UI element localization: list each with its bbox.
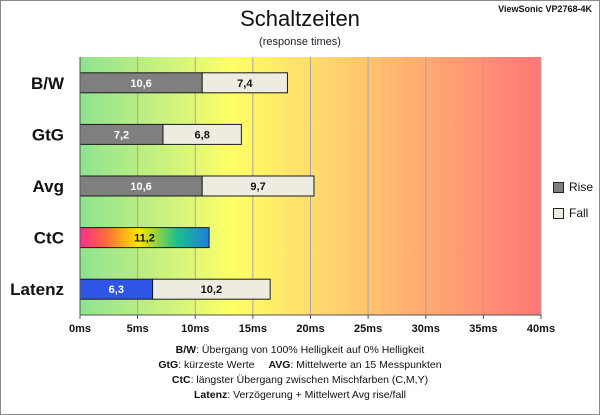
category-label: Latenz (10, 280, 64, 299)
ctc-bar-label: 11,2 (134, 233, 155, 245)
category-label: GtG (32, 125, 64, 144)
note-ctc-key: CtC (171, 374, 191, 386)
fall-bar (201, 72, 288, 94)
x-tick-label: 10ms (181, 323, 209, 335)
latency-avg-bar-label: 10,2 (201, 284, 222, 296)
fall-bar (162, 123, 242, 145)
chart-notes: B/W: Übergang von 100% Helligkeit auf 0%… (0, 343, 600, 403)
fall-bar-label: 7,4 (237, 78, 253, 90)
fall-bar-label: 9,7 (250, 181, 265, 193)
note-avg-key: AVG (268, 359, 291, 371)
x-tick-label: 0ms (69, 323, 91, 335)
note-gtg-avg: GtG: kürzeste Werte AVG: Mittelwerte an 1… (0, 358, 600, 373)
category-label: B/W (31, 74, 65, 93)
chart-title: Schaltzeiten (240, 6, 360, 31)
category-label: Avg (33, 177, 65, 196)
category-label: CtC (34, 229, 64, 248)
rise-bar-label: 10,6 (130, 181, 151, 193)
x-tick-label: 35ms (469, 323, 497, 335)
fall-bar-label: 6,8 (195, 129, 210, 141)
legend-fall-label: Fall (569, 206, 589, 220)
legend-fall: Fall (553, 206, 588, 220)
note-gtg-text: : kürzeste Werte (178, 359, 255, 371)
note-ctc: CtC: längster Übergang zwischen Mischfar… (0, 373, 600, 388)
note-gtg-key: GtG (158, 359, 179, 371)
note-bw-text: : Übergang von 100% Helligkeit auf 0% He… (196, 344, 425, 356)
rise-swatch (553, 181, 564, 193)
note-latenz: Latenz: Verzögerung + Mittelwert Avg ris… (0, 388, 600, 403)
x-tick-label: 20ms (296, 323, 324, 335)
latency-bar-label: 6,3 (109, 284, 124, 296)
fall-swatch (553, 207, 564, 219)
note-bw-key: B/W (175, 344, 197, 356)
rise-bar-label: 7,2 (114, 129, 129, 141)
legend-rise: Rise (553, 180, 593, 194)
rise-bar-label: 10,6 (130, 78, 151, 90)
latency-avg-bar (152, 278, 271, 300)
x-tick-label: 5ms (127, 323, 149, 335)
monitor-brand-label: ViewSonic VP2768-4K (498, 4, 592, 14)
fall-bar (201, 175, 315, 197)
note-avg-text: : Mittelwerte an 15 Messpunkten (290, 359, 442, 371)
x-tick-label: 40ms (527, 323, 555, 335)
note-ctc-text: : längster Übergang zwischen Mischfarben… (190, 374, 429, 386)
x-tick-label: 30ms (412, 323, 440, 335)
note-bw: B/W: Übergang von 100% Helligkeit auf 0%… (0, 343, 600, 358)
note-lat-key: Latenz (194, 389, 228, 401)
note-lat-text: : Verzögerung + Mittelwert Avg rise/fall (227, 389, 406, 401)
legend-rise-label: Rise (569, 180, 594, 194)
x-tick-label: 25ms (354, 323, 382, 335)
x-tick-label: 15ms (239, 323, 267, 335)
chart-subtitle: (response times) (259, 36, 341, 48)
